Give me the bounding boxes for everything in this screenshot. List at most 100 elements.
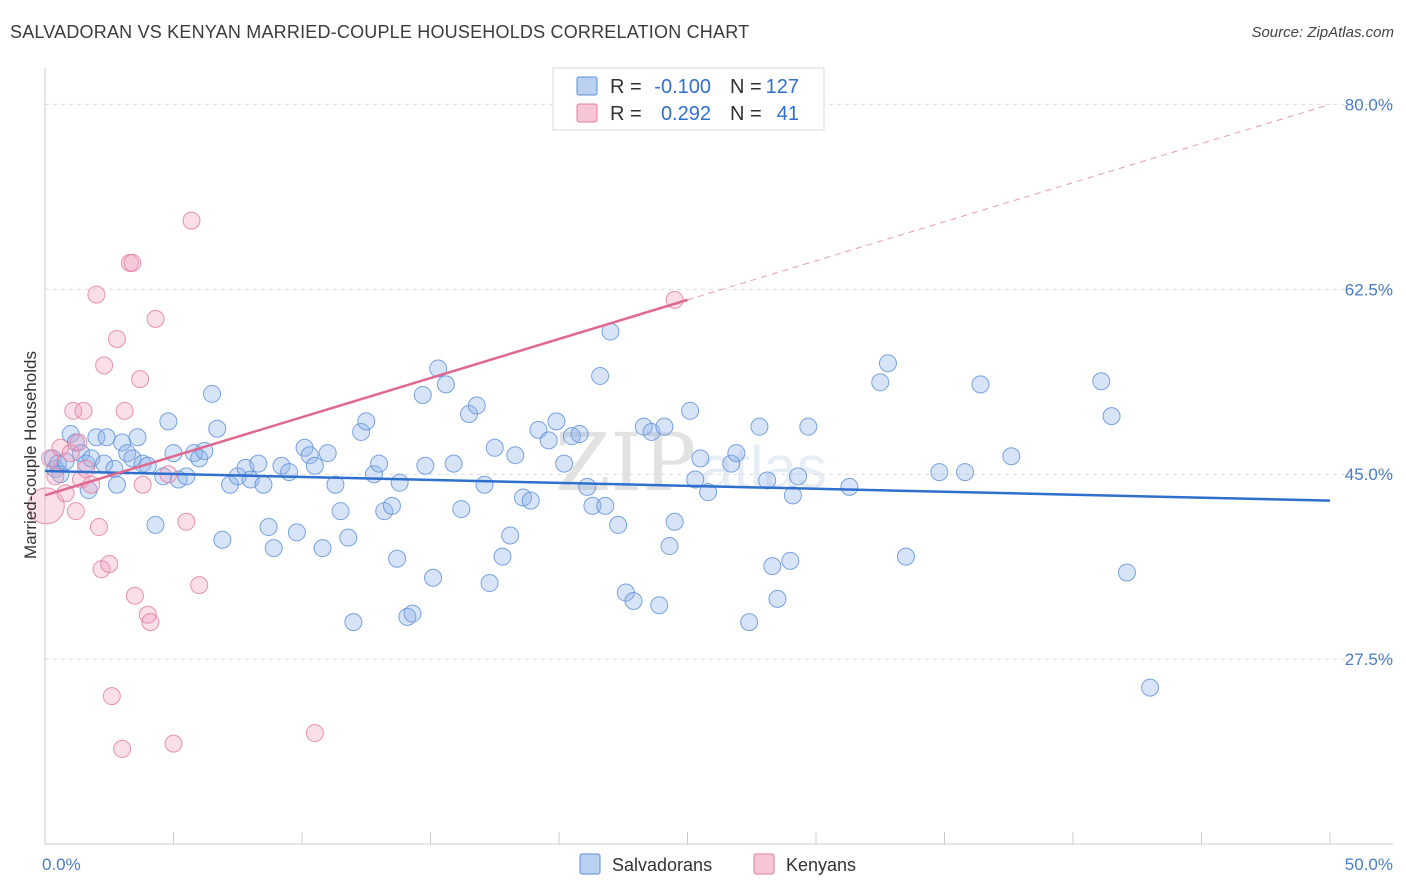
salvadorans-point: [344, 613, 363, 632]
salvadorans-point: [691, 449, 710, 468]
kenyans-point: [133, 475, 152, 494]
kenyans-points: [27, 211, 684, 758]
salvadorans-point: [493, 547, 512, 566]
salvadorans-point: [416, 456, 435, 475]
y-tick-label: 45.0%: [1345, 465, 1393, 484]
kenyans-point: [182, 211, 201, 230]
kenyans-point: [102, 687, 121, 706]
salvadorans-point: [46, 459, 65, 478]
kenyans-point: [87, 285, 106, 304]
salvadorans-point: [956, 463, 975, 482]
salvadorans-point: [727, 444, 746, 463]
legend-r-label-salvadorans: R =: [610, 76, 642, 98]
legend-n-value-kenyans: 41: [777, 103, 799, 125]
salvadorans-point: [480, 574, 499, 593]
salvadorans-point: [339, 528, 358, 547]
salvadorans-point: [352, 422, 371, 441]
salvadorans-point: [1002, 447, 1021, 466]
salvadorans-point: [1102, 407, 1121, 426]
salvadorans-point: [878, 354, 897, 373]
kenyans-point: [190, 576, 209, 595]
legend-swatch-salvadorans: [576, 76, 598, 96]
salvadorans-point: [624, 591, 643, 610]
salvadorans-point: [570, 425, 589, 444]
salvadorans-point: [390, 473, 409, 492]
salvadorans-point: [547, 412, 566, 431]
salvadorans-point: [555, 454, 574, 473]
y-tick-label: 62.5%: [1345, 280, 1393, 299]
salvadorans-point: [398, 607, 417, 626]
salvadorans-point: [781, 551, 800, 570]
kenyans-point: [107, 329, 126, 348]
salvadorans-point: [655, 417, 674, 436]
salvadorans-point: [789, 467, 808, 486]
salvadorans-point: [583, 496, 602, 515]
salvadorans-point: [213, 530, 232, 549]
salvadorans-point: [444, 454, 463, 473]
salvadorans-point: [403, 604, 422, 623]
salvadorans-point: [750, 417, 769, 436]
legend-swatch-kenyans: [576, 103, 598, 123]
kenyans-point: [113, 739, 132, 758]
salvadorans-point: [660, 537, 679, 556]
salvadorans-point: [768, 589, 787, 608]
salvadorans-point: [1141, 678, 1160, 697]
salvadorans-point: [871, 373, 890, 392]
kenyans-point: [95, 356, 114, 375]
y-tick-label: 80.0%: [1345, 95, 1393, 114]
tick-labels: 27.5% 45.0% 62.5% 80.0% 0.0% 50.0%: [42, 95, 1393, 874]
salvadorans-point: [97, 428, 116, 447]
legend-n-label-salvadorans: N =: [730, 76, 762, 98]
salvadorans-point: [287, 523, 306, 542]
series-legend-label-salvadorans: Salvadorans: [612, 855, 712, 875]
series-legend-label-kenyans: Kenyans: [786, 855, 856, 875]
salvadorans-point: [254, 475, 273, 494]
salvadorans-point: [501, 526, 520, 545]
salvadorans-point: [763, 557, 782, 576]
salvadorans-points: [43, 322, 1160, 697]
salvadorans-point: [475, 475, 494, 494]
salvadorans-point: [436, 375, 455, 394]
salvadorans-point: [159, 412, 178, 431]
salvadorans-point: [272, 456, 291, 475]
kenyans-trend-extension: [687, 103, 1331, 301]
salvadorans-point: [539, 431, 558, 450]
salvadorans-point: [424, 568, 443, 587]
salvadorans-point: [177, 467, 196, 486]
source-credit: Source: ZipAtlas.com: [1251, 24, 1394, 41]
salvadorans-point: [300, 446, 319, 465]
kenyans-point: [100, 555, 119, 574]
salvadorans-point: [128, 428, 147, 447]
salvadorans-point: [609, 515, 628, 534]
salvadorans-point: [562, 427, 581, 446]
gridlines: [45, 103, 1393, 660]
salvadorans-point: [107, 475, 126, 494]
salvadorans-point: [452, 500, 471, 519]
kenyans-point: [141, 613, 160, 632]
kenyans-point: [125, 586, 144, 605]
salvadorans-point: [326, 475, 345, 494]
salvadorans-point: [799, 417, 818, 436]
salvadorans-point: [699, 483, 718, 502]
kenyans-point: [51, 438, 70, 457]
salvadorans-point: [506, 446, 525, 465]
salvadorans-point: [331, 502, 350, 521]
salvadorans-point: [971, 375, 990, 394]
salvadorans-point: [840, 477, 859, 496]
legend-n-label-kenyans: N =: [730, 103, 762, 125]
x-tick-label: 0.0%: [42, 855, 81, 874]
legend-n-value-salvadorans: 127: [766, 76, 799, 98]
salvadorans-point: [758, 471, 777, 490]
legend-r-label-kenyans: R =: [610, 103, 642, 125]
salvadorans-point: [249, 454, 268, 473]
salvadorans-point: [686, 470, 705, 489]
salvadorans-point: [467, 396, 486, 415]
y-axis-label: Married-couple Households: [21, 351, 40, 559]
legend-r-value-salvadorans: -0.100: [654, 76, 711, 98]
series-legend: Salvadorans Kenyans: [579, 853, 856, 875]
salvadorans-point: [578, 477, 597, 496]
watermark-atlas: atlas: [700, 434, 827, 501]
salvadorans-trend-line: [44, 469, 1331, 502]
salvadorans-point: [1092, 372, 1111, 391]
